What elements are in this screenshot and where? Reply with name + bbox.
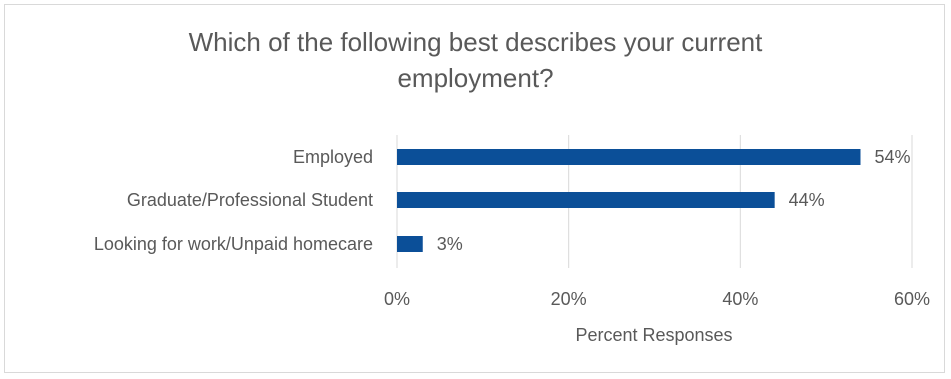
category-label: Looking for work/Unpaid homecare <box>94 234 373 254</box>
x-tick-label: 40% <box>722 289 758 309</box>
bar <box>397 149 861 165</box>
chart-title: Which of the following best describes yo… <box>0 24 951 96</box>
x-tick-label: 0% <box>384 289 410 309</box>
x-tick-labels: 0% 20% 40% 60% <box>384 289 930 309</box>
chart-frame <box>4 4 945 373</box>
data-label: 44% <box>789 190 825 210</box>
chart-title-line-1: Which of the following best describes yo… <box>188 27 763 57</box>
x-tick-label: 60% <box>894 289 930 309</box>
chart-title-line-2: employment? <box>397 63 554 93</box>
data-label: 54% <box>875 147 911 167</box>
bar <box>397 192 775 208</box>
bar <box>397 236 423 252</box>
x-tick-label: 20% <box>551 289 587 309</box>
bars <box>397 149 861 252</box>
category-label: Employed <box>293 147 373 167</box>
x-axis-label: Percent Responses <box>575 325 732 345</box>
category-labels: Employed Graduate/Professional Student Loo… <box>94 147 373 254</box>
category-label: Graduate/Professional Student <box>127 190 373 210</box>
data-labels: 54% 44% 3% <box>437 147 911 254</box>
data-label: 3% <box>437 234 463 254</box>
